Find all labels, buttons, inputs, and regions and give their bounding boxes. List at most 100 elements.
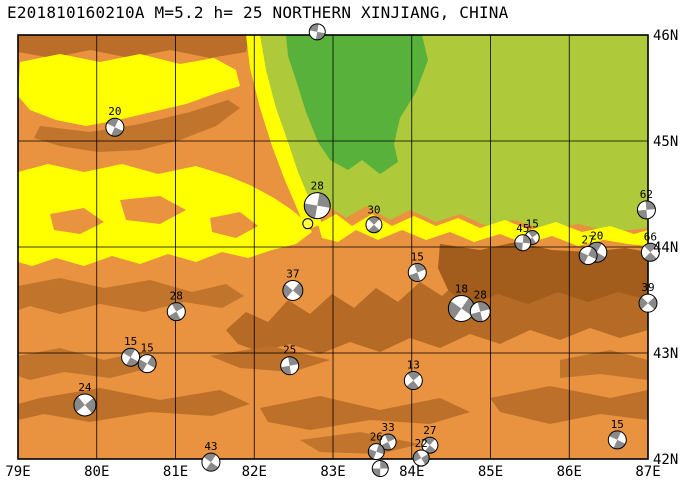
focal-mechanism: 28 bbox=[469, 289, 491, 323]
focal-mechanism: 37 bbox=[282, 267, 304, 301]
beachball-quadrants bbox=[168, 302, 185, 321]
depth-label: 39 bbox=[641, 281, 654, 294]
beachball-quadrants bbox=[122, 348, 139, 367]
focal-mechanism: 15 bbox=[607, 418, 627, 450]
depth-label: 15 bbox=[526, 217, 539, 230]
beachball-quadrants bbox=[408, 263, 426, 282]
beachball-quadrants bbox=[73, 396, 96, 414]
depth-label: 13 bbox=[407, 359, 420, 372]
beachball-outline bbox=[121, 347, 141, 367]
beachball-quadrants bbox=[423, 437, 436, 454]
beachball-outline bbox=[105, 117, 125, 137]
lon-tick-label: 86E bbox=[557, 464, 582, 480]
longitude-axis: 79E 80E 81E 82E 83E 84E 85E 86E 87E bbox=[5, 464, 660, 480]
graticule bbox=[18, 35, 648, 459]
focal-mechanism: 15 bbox=[407, 250, 427, 282]
depth-label: 43 bbox=[204, 440, 217, 453]
lat-tick-label: 44N bbox=[653, 240, 678, 256]
ridge bbox=[18, 278, 244, 314]
focal-mechanism: 66 bbox=[640, 230, 660, 262]
beachball-outline bbox=[371, 460, 389, 478]
beachball-outline bbox=[403, 371, 423, 391]
depth-label: 66 bbox=[644, 230, 657, 243]
focal-mechanism: 20 bbox=[105, 105, 125, 137]
lon-tick-label: 87E bbox=[635, 464, 660, 480]
beachball-quadrants bbox=[368, 444, 385, 460]
beachball-quadrants bbox=[637, 200, 656, 219]
depth-label: 18 bbox=[455, 282, 468, 295]
beachball-outline bbox=[607, 430, 627, 450]
beachball-outline bbox=[280, 356, 300, 376]
lat-tick-label: 42N bbox=[653, 452, 678, 468]
focal-mechanism: 13 bbox=[403, 359, 423, 391]
yellow-lowland bbox=[18, 54, 240, 126]
beachball-outline bbox=[73, 393, 97, 417]
depth-label: 15 bbox=[611, 418, 624, 431]
yellow-lowland bbox=[246, 35, 322, 230]
depth-label: 25 bbox=[283, 344, 296, 357]
beachball-outline bbox=[640, 242, 660, 262]
focal-mechanism: 15 bbox=[121, 335, 141, 367]
ridge bbox=[18, 388, 250, 422]
beachball-quadrants bbox=[609, 430, 626, 449]
beachball-outline bbox=[578, 245, 598, 265]
depth-label: 20 bbox=[590, 229, 603, 242]
lon-tick-label: 79E bbox=[5, 464, 30, 480]
depth-label: 27 bbox=[423, 424, 436, 437]
depth-label: 20 bbox=[108, 105, 121, 118]
beachball-outline bbox=[282, 279, 304, 301]
ridge bbox=[260, 396, 470, 430]
lon-tick-label: 85E bbox=[478, 464, 503, 480]
focal-mechanism: 27 bbox=[421, 424, 439, 454]
yellow-lowland bbox=[318, 214, 648, 246]
beachball-quadrants bbox=[380, 434, 396, 451]
focal-mechanism: 33 bbox=[379, 421, 397, 451]
focal-mechanism: 28 bbox=[303, 180, 331, 220]
focal-mechanism: 26 bbox=[367, 431, 385, 461]
depth-label: 62 bbox=[640, 188, 653, 201]
beachball-outline bbox=[308, 23, 326, 41]
beachball-quadrants bbox=[639, 296, 657, 310]
depth-label: 28 bbox=[474, 289, 487, 302]
depth-label: 15 bbox=[411, 250, 424, 263]
beachball-quadrants bbox=[304, 192, 331, 219]
beachball-outline bbox=[166, 302, 186, 322]
beachball-quadrants bbox=[406, 371, 421, 390]
lon-tick-label: 83E bbox=[320, 464, 345, 480]
focal-mechanism: 24 bbox=[73, 381, 97, 417]
depth-label: 33 bbox=[382, 421, 395, 434]
beachball-quadrants bbox=[280, 356, 299, 375]
ridge bbox=[18, 35, 250, 58]
ridge bbox=[210, 346, 330, 372]
depth-label: 15 bbox=[141, 342, 154, 355]
focal-mechanism bbox=[371, 460, 389, 478]
ridge bbox=[560, 350, 648, 380]
beachball-quadrants bbox=[309, 23, 326, 40]
focal-mechanism: 25 bbox=[280, 344, 300, 376]
lon-tick-label: 81E bbox=[163, 464, 188, 480]
lat-tick-label: 46N bbox=[653, 28, 678, 44]
beachball-quadrants bbox=[579, 247, 598, 264]
focal-mechanism: 62 bbox=[636, 188, 656, 220]
beachball-outline bbox=[636, 200, 656, 220]
beachball-quadrants bbox=[106, 118, 124, 137]
beachball-outline bbox=[638, 293, 658, 313]
depth-label: 30 bbox=[367, 204, 380, 217]
depth-label: 37 bbox=[286, 267, 299, 280]
lon-tick-label: 80E bbox=[84, 464, 109, 480]
beachball-outline bbox=[201, 452, 221, 472]
terrain-mottle bbox=[210, 212, 258, 238]
beachball-outline bbox=[421, 436, 439, 454]
focal-mechanism: 43 bbox=[201, 440, 221, 472]
depth-label: 45 bbox=[516, 222, 529, 235]
beachball-quadrants bbox=[372, 460, 389, 477]
depth-label: 24 bbox=[78, 381, 92, 394]
depth-label: 22 bbox=[415, 437, 428, 450]
beachball-outline bbox=[137, 354, 157, 374]
lat-tick-label: 45N bbox=[653, 134, 678, 150]
beachball-quadrants bbox=[368, 216, 380, 233]
beachball-quadrants bbox=[514, 234, 531, 251]
focal-mechanism: 28 bbox=[166, 290, 186, 322]
